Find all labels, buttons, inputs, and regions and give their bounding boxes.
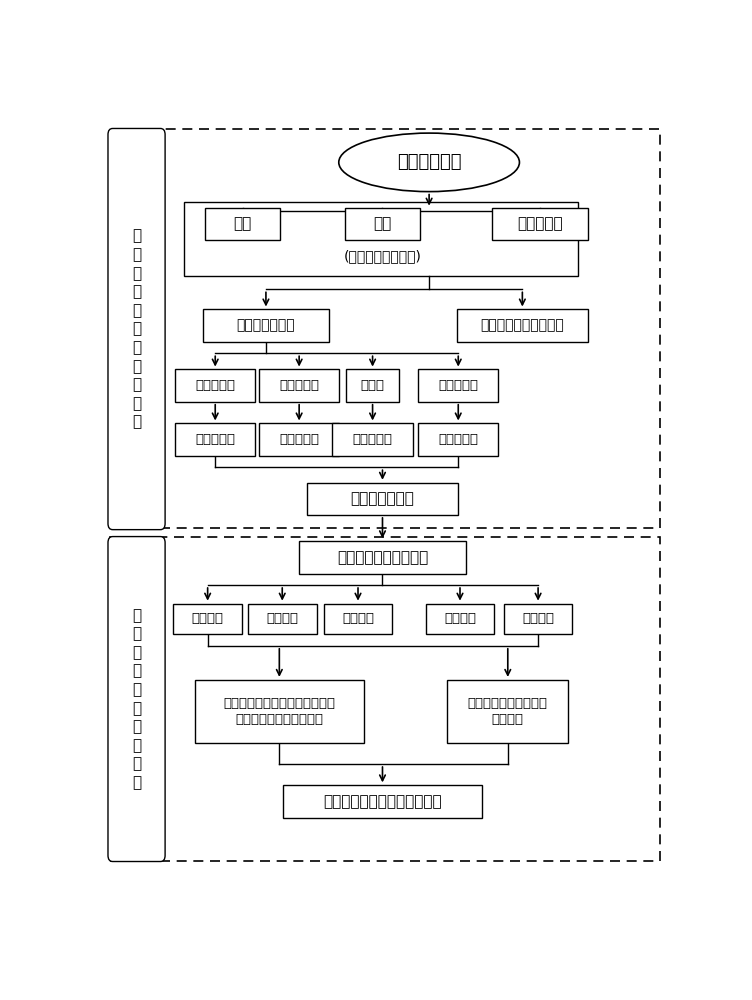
Text: 安装各类传感器: 安装各类传感器: [237, 319, 296, 333]
Text: 信号放大、输出: 信号放大、输出: [350, 491, 414, 506]
Text: 数据采集仪: 数据采集仪: [438, 433, 478, 446]
Bar: [344, 208, 420, 240]
Text: 钻孔岩土体随深度强度柱状图: 钻孔岩土体随深度强度柱状图: [323, 794, 441, 809]
Text: 信号存储、处理、分析: 信号存储、处理、分析: [337, 550, 428, 565]
Ellipse shape: [338, 133, 520, 192]
Bar: [492, 208, 588, 240]
Bar: [426, 604, 494, 634]
Bar: [248, 604, 317, 634]
Bar: [195, 680, 364, 743]
Text: 钻头: 钻头: [233, 216, 252, 231]
Text: 数据采集仪: 数据采集仪: [353, 433, 393, 446]
Text: 数据采集仪: 数据采集仪: [196, 433, 235, 446]
Text: 转速数据: 转速数据: [342, 612, 374, 625]
Bar: [418, 369, 499, 402]
Text: 电流计: 电流计: [360, 379, 384, 392]
Text: 钻头、钻杆及台架安装: 钻头、钻杆及台架安装: [481, 319, 564, 333]
Text: 转速传感器: 转速传感器: [279, 379, 319, 392]
Bar: [259, 369, 339, 402]
Text: 钻杆钻进平台: 钻杆钻进平台: [397, 153, 462, 171]
Text: 推力数据: 推力数据: [192, 612, 223, 625]
Text: 钻
杆
钻
进
装
置
与
信
号
采
集: 钻 杆 钻 进 装 置 与 信 号 采 集: [132, 229, 141, 430]
Text: 激光测距仪: 激光测距仪: [438, 379, 478, 392]
Text: (确定构件基本参数): (确定构件基本参数): [344, 249, 421, 263]
Bar: [259, 423, 339, 456]
Bar: [347, 369, 399, 402]
Text: 功率数据: 功率数据: [444, 612, 476, 625]
Text: 数
据
处
理
分
析
及
柱
状
图: 数 据 处 理 分 析 及 柱 状 图: [132, 608, 141, 790]
Text: 扭矩数据: 扭矩数据: [266, 612, 299, 625]
Bar: [173, 604, 242, 634]
Bar: [323, 604, 393, 634]
Text: 进尺与岩土体强度关系
曲线显示: 进尺与岩土体强度关系 曲线显示: [468, 697, 547, 726]
Bar: [284, 785, 481, 818]
Bar: [332, 423, 413, 456]
Text: 钻机及台架: 钻机及台架: [517, 216, 562, 231]
FancyBboxPatch shape: [108, 537, 165, 862]
Text: 进尺数据: 进尺数据: [522, 612, 554, 625]
Text: 钻杆: 钻杆: [373, 216, 392, 231]
Text: 推扭传感器: 推扭传感器: [196, 379, 235, 392]
Bar: [175, 369, 256, 402]
Bar: [205, 208, 280, 240]
Bar: [299, 541, 465, 574]
Bar: [447, 680, 569, 743]
Bar: [111, 129, 660, 528]
Bar: [307, 483, 458, 515]
Bar: [504, 604, 572, 634]
Bar: [203, 309, 329, 342]
Bar: [175, 423, 256, 456]
Text: 数据采集仪: 数据采集仪: [279, 433, 319, 446]
Bar: [184, 202, 578, 276]
Text: 进尺与推力、扭矩、钻杆转速、
消耗机械功关系曲线显示: 进尺与推力、扭矩、钻杆转速、 消耗机械功关系曲线显示: [223, 697, 335, 726]
Bar: [456, 309, 588, 342]
Bar: [111, 537, 660, 861]
Bar: [418, 423, 499, 456]
FancyBboxPatch shape: [108, 128, 165, 530]
